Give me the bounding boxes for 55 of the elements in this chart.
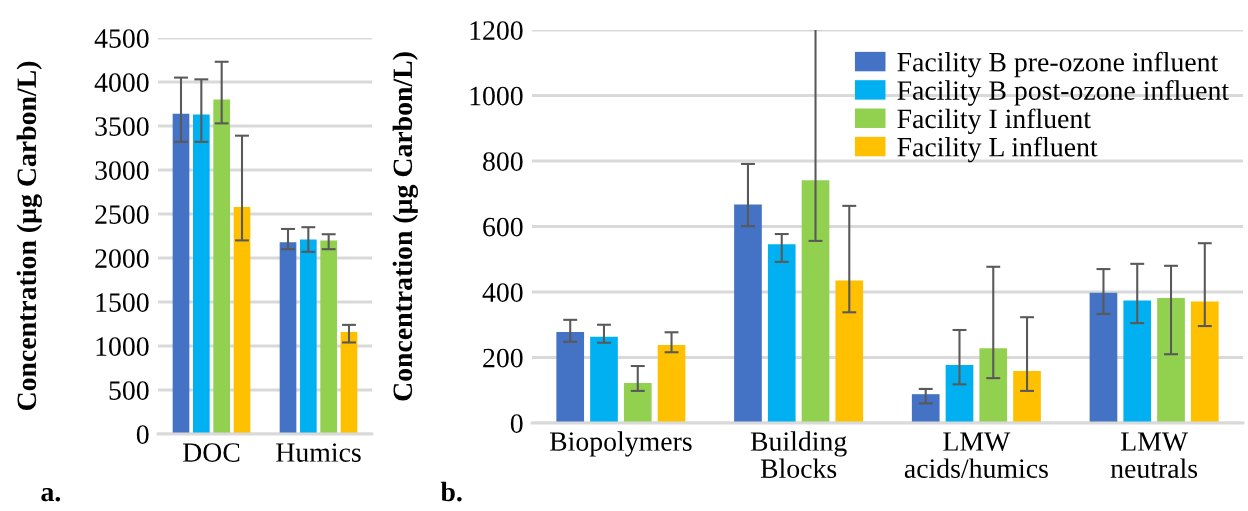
x-tick-label: LMW neutrals [1110, 432, 1198, 478]
legend-label: Facility B post-ozone influent [897, 80, 1229, 106]
bar [801, 180, 830, 423]
y-tick-label: 2000 [95, 249, 149, 268]
x-tick-label: Biopolymers [549, 431, 692, 457]
bar [300, 239, 317, 434]
x-tick-label: Building Blocks [750, 431, 847, 479]
bar [1123, 300, 1152, 423]
y-tick-label: 800 [483, 152, 523, 171]
y-tick-label: 400 [482, 283, 523, 302]
bar [279, 242, 297, 434]
bar [1089, 292, 1118, 423]
y-tick-label: 2500 [95, 205, 149, 224]
bar [657, 345, 686, 423]
y-tick-label: 1200 [470, 21, 523, 40]
legend-label: Facility B pre-ozone influent [897, 51, 1219, 78]
y-tick-label: 4000 [94, 73, 149, 92]
y-tick-label: 3000 [95, 161, 149, 180]
bar [979, 348, 1008, 423]
bar [556, 331, 585, 423]
legend-label: Facility L influent [897, 136, 1098, 163]
bar [734, 204, 762, 423]
y-axis-title: Concentration (µg Carbon/L) [392, 52, 418, 401]
y-tick-label: 0 [510, 414, 523, 433]
bar [233, 206, 251, 434]
y-tick-label: 1500 [96, 293, 149, 312]
bar [590, 336, 618, 423]
y-tick-label: 0 [136, 425, 149, 444]
x-tick-label: DOC [182, 443, 240, 462]
bar [1013, 370, 1041, 423]
y-tick-label: 1000 [470, 86, 523, 106]
bar [172, 113, 190, 434]
bar [320, 240, 337, 434]
bar [340, 331, 358, 434]
bar [767, 244, 796, 423]
y-tick-label: 500 [109, 381, 149, 400]
bar [1190, 301, 1219, 423]
x-tick-label: LMW acids/humics [904, 432, 1048, 478]
legend-label: Facility I influent [897, 108, 1091, 134]
y-tick-label: 3500 [95, 117, 149, 136]
bar [193, 114, 210, 434]
bar [911, 394, 940, 423]
bar [213, 99, 230, 434]
bar [623, 383, 652, 423]
bar [1157, 297, 1185, 423]
y-tick-label: 4500 [94, 29, 149, 48]
y-tick-label: 200 [483, 348, 523, 368]
y-tick-label: 600 [483, 217, 523, 237]
bar [835, 280, 864, 423]
x-tick-label: Humics [276, 443, 361, 462]
y-axis-title: Concentration (µg Carbon/L) [16, 61, 42, 411]
text: a. [41, 487, 61, 502]
y-tick-label: 1000 [96, 337, 149, 356]
bar [945, 365, 974, 423]
text: b. [440, 481, 462, 502]
